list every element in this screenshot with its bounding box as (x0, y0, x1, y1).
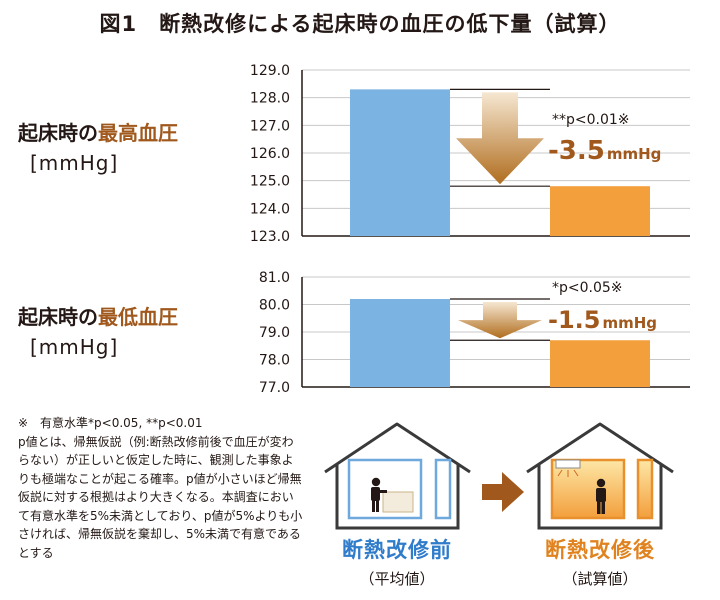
caption-before-sub: （平均値） (359, 570, 435, 588)
diastolic-significance: *p<0.05※ (552, 280, 623, 296)
house-after-icon (526, 422, 674, 530)
diastolic-decrease-arrow (458, 302, 542, 339)
systolic-label-prefix: 起床時の (18, 121, 98, 145)
caption-after-label: 断熱改修後 (545, 538, 655, 562)
systolic-bar-before (350, 89, 450, 236)
diastolic-tick-label: 78.0 (259, 353, 290, 369)
note: ※ 有意水準*p<0.05, **p<0.01 p値とは、帰無仮説（例:断熱改修… (18, 414, 303, 562)
diastolic-difference: -1.5 (548, 306, 600, 334)
systolic-tick-label: 128.0 (250, 91, 290, 107)
systolic-label-highlight: 最高血圧 (98, 121, 178, 145)
systolic-difference: -3.5 (548, 136, 605, 166)
figure-title: 図1 断熱改修による起床時の血圧の低下量（試算） (99, 12, 621, 36)
systolic-unit: [mmHg] (30, 151, 119, 175)
systolic-tick-label: 124.0 (250, 201, 290, 217)
systolic-tick-label: 127.0 (250, 118, 290, 134)
caption-before-label: 断熱改修前 (342, 538, 452, 562)
diastolic-difference-unit: mmHg (602, 314, 657, 332)
caption-after-sub: （試算値） (562, 570, 638, 588)
house-before-icon (324, 422, 471, 530)
transition-arrow-icon (482, 472, 524, 512)
person-icon (371, 477, 387, 512)
diastolic-unit: [mmHg] (30, 335, 119, 359)
diastolic-tick-label: 79.0 (259, 325, 290, 341)
caption-before: 断熱改修前 （平均値） (317, 534, 477, 589)
systolic-difference-unit: mmHg (607, 145, 662, 163)
diastolic-label-prefix: 起床時の (18, 305, 98, 329)
diastolic-tick-label: 80.0 (259, 298, 290, 314)
diastolic-label: 起床時の最低血圧 [mmHg] (18, 302, 178, 362)
diastolic-bar-after (550, 340, 650, 387)
note-significance: ※ 有意水準*p<0.05, **p<0.01 (18, 416, 203, 430)
systolic-significance: **p<0.01※ (552, 112, 630, 128)
diastolic-tick-label: 77.0 (259, 380, 290, 396)
diastolic-bar-before (350, 299, 450, 387)
diastolic-label-highlight: 最低血圧 (98, 305, 178, 329)
systolic-tick-label: 129.0 (250, 63, 290, 79)
systolic-tick-label: 123.0 (250, 229, 290, 245)
systolic-decrease-arrow (456, 92, 544, 185)
systolic-tick-label: 126.0 (250, 146, 290, 162)
systolic-tick-label: 125.0 (250, 174, 290, 190)
note-body: p値とは、帰無仮説（例:断熱改修前後で血圧が変わらない）が正しいと仮定した時に、… (18, 434, 303, 560)
blood-pressure-charts: 129.0 128.0 127.0 126.0 125.0 124.0 123.0 **p<0… (250, 63, 690, 396)
systolic-bar-after (550, 186, 650, 236)
air-conditioner-icon (555, 459, 581, 477)
diastolic-tick-label: 81.0 (259, 270, 290, 286)
person-icon (596, 478, 606, 514)
systolic-label: 起床時の最高血圧 [mmHg] (18, 118, 178, 178)
caption-after: 断熱改修後 （試算値） (520, 534, 680, 589)
